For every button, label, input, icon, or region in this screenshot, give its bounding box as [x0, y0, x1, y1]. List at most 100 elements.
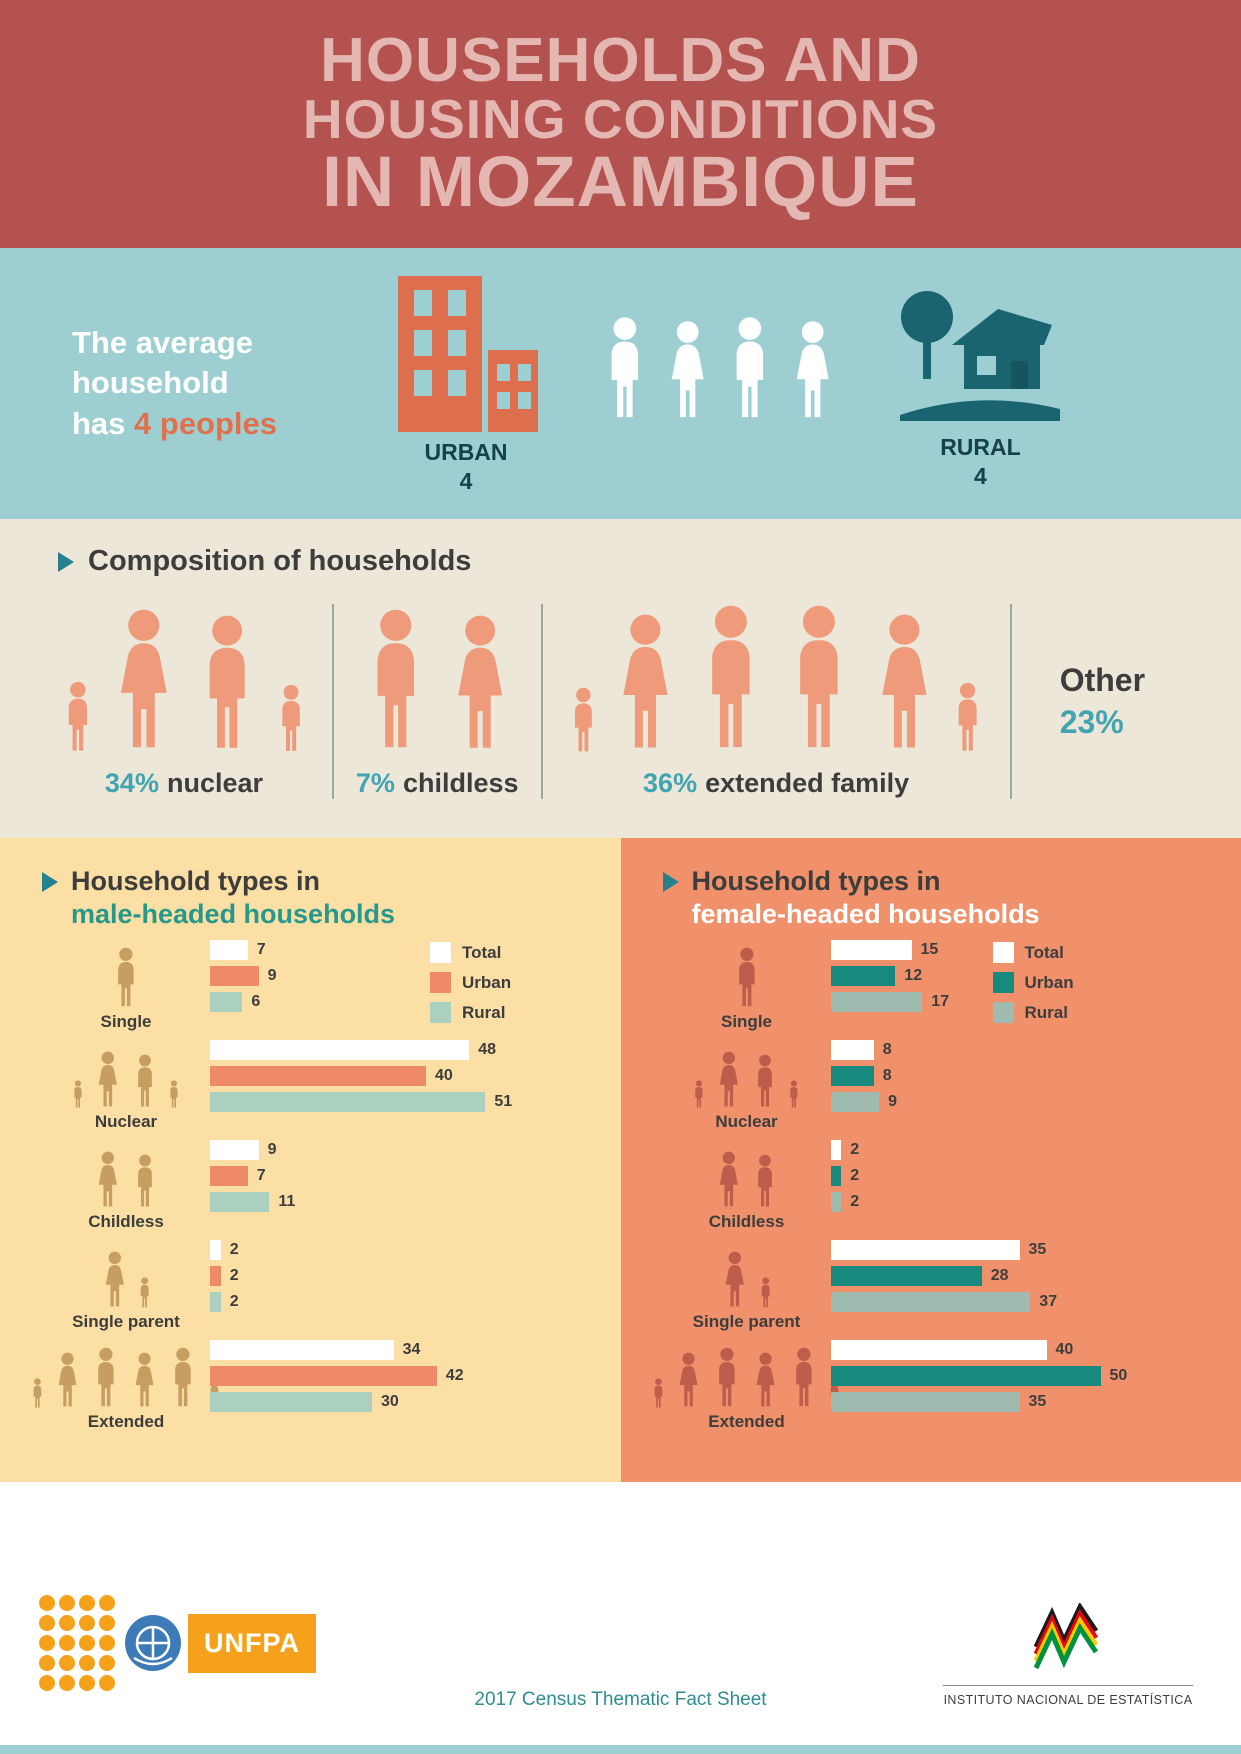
avg-line-3: has 4 peoples: [72, 405, 278, 441]
single-parent-household-icon: [99, 1251, 154, 1309]
bar-row-rural: 30: [210, 1392, 621, 1412]
bar-value: 35: [1028, 1241, 1047, 1258]
bar-row-total: 48: [210, 1040, 621, 1060]
bar-rural: [830, 1292, 1031, 1312]
single-parent-icon-column: Single parent: [663, 1251, 831, 1332]
female-chart-subtitle: female-headed households: [691, 899, 1040, 929]
bar-value: 2: [850, 1141, 860, 1158]
person-icon: [68, 681, 88, 751]
bar-rural: [830, 1392, 1020, 1412]
chart-row-single: Single 7 9 6: [42, 940, 621, 1032]
bar-urban: [210, 1266, 221, 1286]
bar-row-urban: 7: [210, 1166, 621, 1186]
bar-row-rural: 2: [830, 1192, 1241, 1212]
female-chart-title: Household types in: [662, 866, 1241, 897]
row-label: Nuclear: [94, 1112, 158, 1131]
person-icon: [654, 1378, 663, 1408]
bar-row-urban: 2: [210, 1266, 621, 1286]
bar-rural: [830, 992, 923, 1012]
bar-urban: [830, 1366, 1101, 1386]
bar-rural: [830, 1192, 842, 1212]
bar-row-total: 8: [830, 1040, 1241, 1060]
bar-value: 9: [267, 967, 277, 984]
person-icon: [758, 1154, 773, 1207]
extended-household-icon: [650, 1347, 844, 1409]
bar-value: 6: [251, 993, 261, 1010]
bar-total: [830, 1040, 874, 1060]
bar-row-rural: 9: [830, 1092, 1241, 1112]
bar-row-urban: 9: [210, 966, 621, 986]
legend-item-urban: Urban: [430, 972, 511, 993]
urban-caption: URBAN 4: [424, 438, 507, 496]
bar-rural: [210, 1092, 486, 1112]
divider: [331, 604, 334, 799]
bar-row-urban: 40: [210, 1066, 621, 1086]
title-line-1: HOUSEHOLDS AND: [320, 26, 921, 95]
bar-value: 34: [402, 1341, 421, 1358]
rural-value: 4: [974, 462, 987, 489]
bar-value: 30: [381, 1393, 399, 1410]
avg-highlight: 4 peoples: [134, 405, 278, 441]
person-icon: [959, 682, 978, 751]
bar-urban: [210, 966, 259, 986]
bar-value: 8: [882, 1041, 892, 1058]
bar-row-rural: 35: [830, 1392, 1241, 1412]
urban-buildings-icon: [398, 275, 538, 432]
extended-icon-column: Extended: [33, 1347, 219, 1432]
extended-family-icon: [565, 604, 988, 754]
bar-total: [210, 1340, 394, 1360]
person-icon: [377, 609, 415, 748]
legend-item-total: Total: [430, 942, 511, 963]
nuclear-family-icon: [58, 608, 310, 754]
bar-row-urban: 42: [210, 1366, 621, 1386]
person-icon: [800, 605, 838, 748]
bar-value: 40: [1055, 1341, 1074, 1358]
composition-title: Composition of households: [88, 545, 472, 577]
single-parent-household-icon: [719, 1251, 774, 1309]
bar-value: 42: [445, 1367, 464, 1384]
person-icon: [135, 1352, 154, 1407]
person-icon: [796, 320, 829, 417]
bar-value: 15: [920, 941, 939, 958]
childless-household-icon: [92, 1151, 160, 1209]
person-icon: [282, 684, 300, 751]
other-value: 23%: [1059, 703, 1124, 740]
chart-row-nuclear: Nuclear 8 8 9: [663, 1040, 1241, 1132]
person-icon: [120, 609, 167, 748]
legend-swatch-urban-icon: [992, 972, 1014, 993]
urban-value: 4: [459, 467, 473, 494]
urban-block: URBAN 4: [390, 272, 542, 496]
un-emblem-icon: [125, 1615, 181, 1671]
divider: [540, 604, 543, 799]
person-icon: [170, 1080, 178, 1108]
bar-total: [830, 1240, 1020, 1260]
chart-row-single-parent: Single parent 35 28 37: [663, 1240, 1241, 1332]
unfpa-logo: UNFPA: [36, 1592, 316, 1694]
household-people-icons: [596, 316, 840, 422]
ine-mark-icon: [1033, 1603, 1099, 1670]
legend-item-rural: Rural: [430, 1002, 511, 1023]
childless-icon-column: Childless: [663, 1151, 831, 1232]
person-icon: [137, 1054, 152, 1107]
bar-value: 11: [278, 1193, 296, 1210]
childless-couple-icon: [356, 608, 518, 754]
bar-row-rural: 51: [210, 1092, 621, 1112]
bar-row-urban: 2: [830, 1166, 1241, 1186]
row-label: Single: [100, 1012, 152, 1031]
rural-house-icon: [900, 290, 1061, 421]
bar-row-rural: 37: [830, 1292, 1241, 1312]
female-headed-chart: Household types in female-headed househo…: [620, 838, 1241, 1482]
bars-group: 34 42 30: [210, 1340, 621, 1432]
nuclear-caption: 34% nuclear: [104, 768, 263, 798]
bar-value: 7: [256, 941, 266, 958]
chart-row-extended: Extended 40 50 35: [654, 1340, 1241, 1432]
bar-urban: [210, 1066, 426, 1086]
person-icon: [175, 1347, 191, 1407]
bar-value: 35: [1028, 1393, 1047, 1410]
bar-total: [210, 1040, 470, 1060]
person-icon: [718, 1347, 735, 1407]
bar-rural: [210, 1392, 372, 1412]
single-household-icon: [109, 947, 143, 1009]
